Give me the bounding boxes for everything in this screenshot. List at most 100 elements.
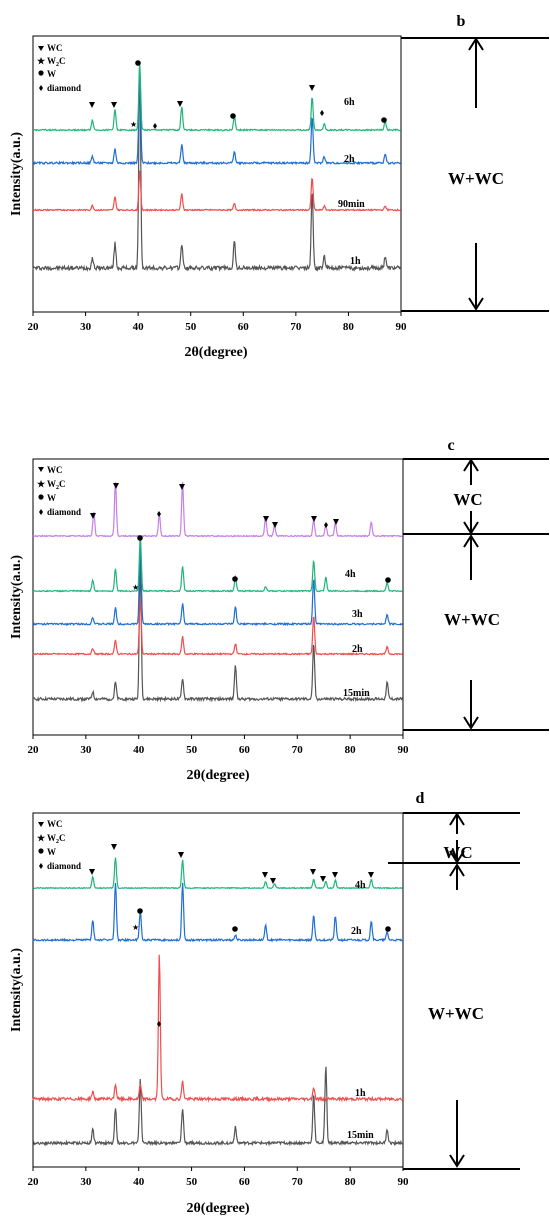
x-tick-label: 90 — [396, 321, 408, 333]
phase-label-wwc: W+WC — [444, 610, 500, 629]
x-tick-label: 50 — [186, 1176, 198, 1188]
panel-label: b — [457, 13, 466, 30]
panel-label: d — [416, 790, 425, 807]
circle-marker-icon — [38, 848, 44, 854]
circle-marker-icon — [381, 117, 387, 123]
star-marker-icon: ★ — [37, 479, 46, 489]
circle-marker-icon — [38, 494, 44, 500]
legend: WC ★ W2C W diamond — [37, 43, 81, 93]
legend-w: W — [47, 847, 56, 857]
phase-label-wc: WC — [453, 490, 482, 509]
diamond-marker-icon — [157, 1021, 161, 1027]
star-marker-icon: ★ — [37, 833, 46, 843]
legend-w2c: W2C — [47, 833, 66, 845]
x-tick-label: 60 — [238, 321, 250, 333]
triangle-marker-icon — [262, 872, 268, 878]
x-tick-label: 30 — [80, 321, 92, 333]
x-tick-label: 50 — [185, 321, 197, 333]
triangle-marker-icon — [38, 822, 44, 827]
x-tick-label: 60 — [239, 1176, 251, 1188]
panel-d: d WC ★ W2C W diamond 4h 2h 1h 15min — [9, 790, 520, 1216]
circle-marker-icon — [230, 113, 236, 119]
series-label-90min: 90min — [338, 199, 365, 210]
panel-label: c — [447, 437, 454, 454]
legend-diamond: diamond — [47, 861, 81, 871]
triangle-marker-icon — [90, 513, 96, 519]
diamond-marker-icon — [39, 863, 43, 869]
spectra — [32, 62, 402, 273]
circle-marker-icon — [385, 577, 391, 583]
legend-diamond: diamond — [47, 83, 81, 93]
x-tick-label: 20 — [28, 744, 40, 756]
x-tick-label: 60 — [239, 744, 251, 756]
panel-c: c WC ★ W2C W diamond 4h 3h 2h 15min — [9, 437, 549, 783]
phase-label-wc: WC — [443, 843, 472, 862]
legend-wc: WC — [47, 43, 63, 53]
diamond-marker-icon — [324, 522, 328, 528]
x-axis: 20 30 40 50 60 70 80 90 — [28, 312, 408, 333]
spectrum-1h — [32, 64, 402, 273]
spectrum-4h — [32, 535, 404, 593]
legend-w2c: W2C — [47, 56, 66, 68]
diamond-marker-icon — [39, 85, 43, 91]
x-tick-label: 30 — [80, 1176, 92, 1188]
spectrum-2h — [32, 598, 404, 656]
triangle-marker-icon — [310, 869, 316, 875]
x-tick-label: 80 — [343, 321, 355, 333]
series-label-2h: 2h — [352, 644, 363, 655]
y-axis-label: Intensity(a.u.) — [9, 132, 24, 216]
phase-annotation — [403, 458, 549, 731]
legend: WC ★ W2C W diamond — [37, 819, 81, 871]
triangle-marker-icon — [111, 102, 117, 108]
series-label-2h: 2h — [344, 154, 355, 165]
x-tick-label: 30 — [80, 744, 92, 756]
triangle-marker-icon — [333, 519, 339, 525]
triangle-marker-icon — [89, 869, 95, 875]
series-label-1h: 1h — [350, 256, 361, 267]
series-label-4h: 4h — [345, 569, 356, 580]
triangle-marker-icon — [179, 484, 185, 490]
legend-w2c: W2C — [47, 479, 66, 491]
spectrum-6h — [32, 482, 403, 538]
plot-frame — [32, 35, 402, 313]
plot-frame — [32, 812, 404, 1168]
legend-wc: WC — [47, 465, 63, 475]
circle-marker-icon — [232, 576, 238, 582]
legend-w: W — [47, 69, 56, 79]
triangle-marker-icon — [38, 46, 44, 51]
x-tick-label: 50 — [186, 744, 198, 756]
triangle-marker-icon — [263, 516, 269, 522]
x-tick-label: 80 — [345, 1176, 357, 1188]
legend-wc: WC — [47, 819, 63, 829]
series-label-15min: 15min — [347, 1130, 374, 1141]
phase-label: W+WC — [448, 169, 504, 188]
x-tick-label: 80 — [345, 744, 357, 756]
triangle-marker-icon — [177, 101, 183, 107]
star-marker-icon: ★ — [37, 56, 46, 66]
triangle-marker-icon — [311, 516, 317, 522]
spectra — [32, 482, 404, 703]
star-marker-icon: ★ — [132, 923, 139, 932]
spectrum-90min — [32, 170, 401, 212]
x-axis-label: 2θ(degree) — [186, 768, 249, 783]
x-tick-label: 70 — [292, 1176, 304, 1188]
triangle-marker-icon — [111, 844, 117, 850]
peak-markers: ★ — [89, 844, 391, 1027]
x-tick-label: 70 — [290, 321, 302, 333]
peak-markers: ★ — [89, 60, 387, 129]
panel-b: b WC ★ W2C W diamond 6h 2h 90min 1h ★ — [9, 13, 549, 360]
x-tick-label: 40 — [133, 1176, 145, 1188]
x-axis: 20 30 40 50 60 70 80 90 — [28, 1167, 409, 1188]
series-label-1h: 1h — [355, 1088, 366, 1099]
triangle-marker-icon — [89, 102, 95, 108]
peak-markers: ★ — [90, 483, 391, 592]
plot-frame — [32, 458, 404, 736]
x-tick-label: 70 — [292, 744, 304, 756]
x-tick-label: 90 — [398, 744, 410, 756]
star-marker-icon: ★ — [130, 120, 137, 129]
diamond-marker-icon — [320, 110, 324, 116]
triangle-marker-icon — [309, 85, 315, 91]
spectrum-1h — [32, 954, 404, 1103]
triangle-marker-icon — [272, 522, 278, 528]
